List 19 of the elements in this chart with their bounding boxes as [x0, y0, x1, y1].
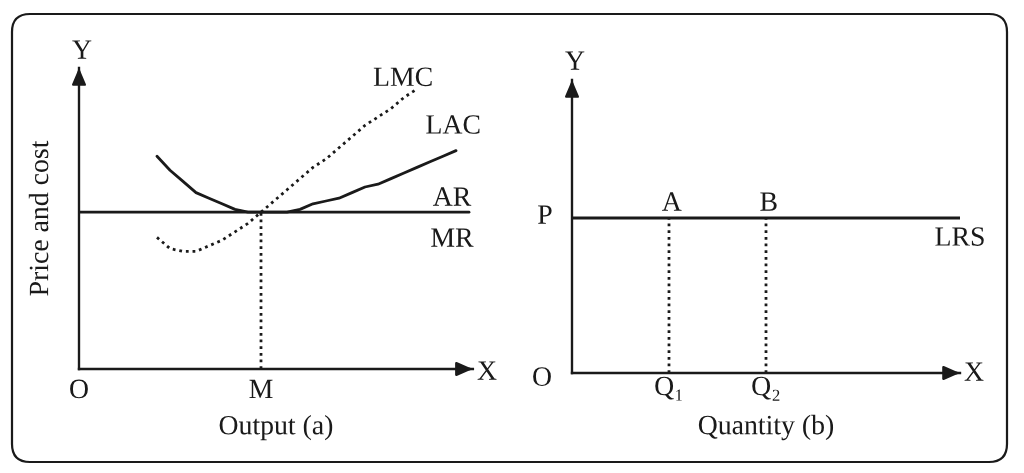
x-axis-title: Quantity (b) [698, 414, 834, 441]
annotation: AR [432, 187, 472, 206]
x-tick-label: Q₂ [752, 376, 780, 401]
text: Y [565, 51, 585, 70]
y-axis-title: Price and cost [28, 140, 49, 296]
series-label: LRS [935, 227, 984, 246]
x-tick-label: Q₁ [655, 376, 682, 401]
text: Y [72, 40, 92, 59]
annotation: A [662, 192, 682, 211]
annotation: B [760, 192, 777, 211]
x-tick-label: O [70, 379, 88, 399]
x-tick-label: M [249, 379, 273, 398]
series-label: LAC [426, 115, 480, 134]
text: X [477, 361, 497, 380]
annotation: MR [431, 228, 474, 247]
text: X [964, 362, 984, 381]
text: P [538, 205, 552, 224]
series-label: LMC [373, 67, 432, 87]
x-axis-title: Output (a) [219, 415, 333, 441]
